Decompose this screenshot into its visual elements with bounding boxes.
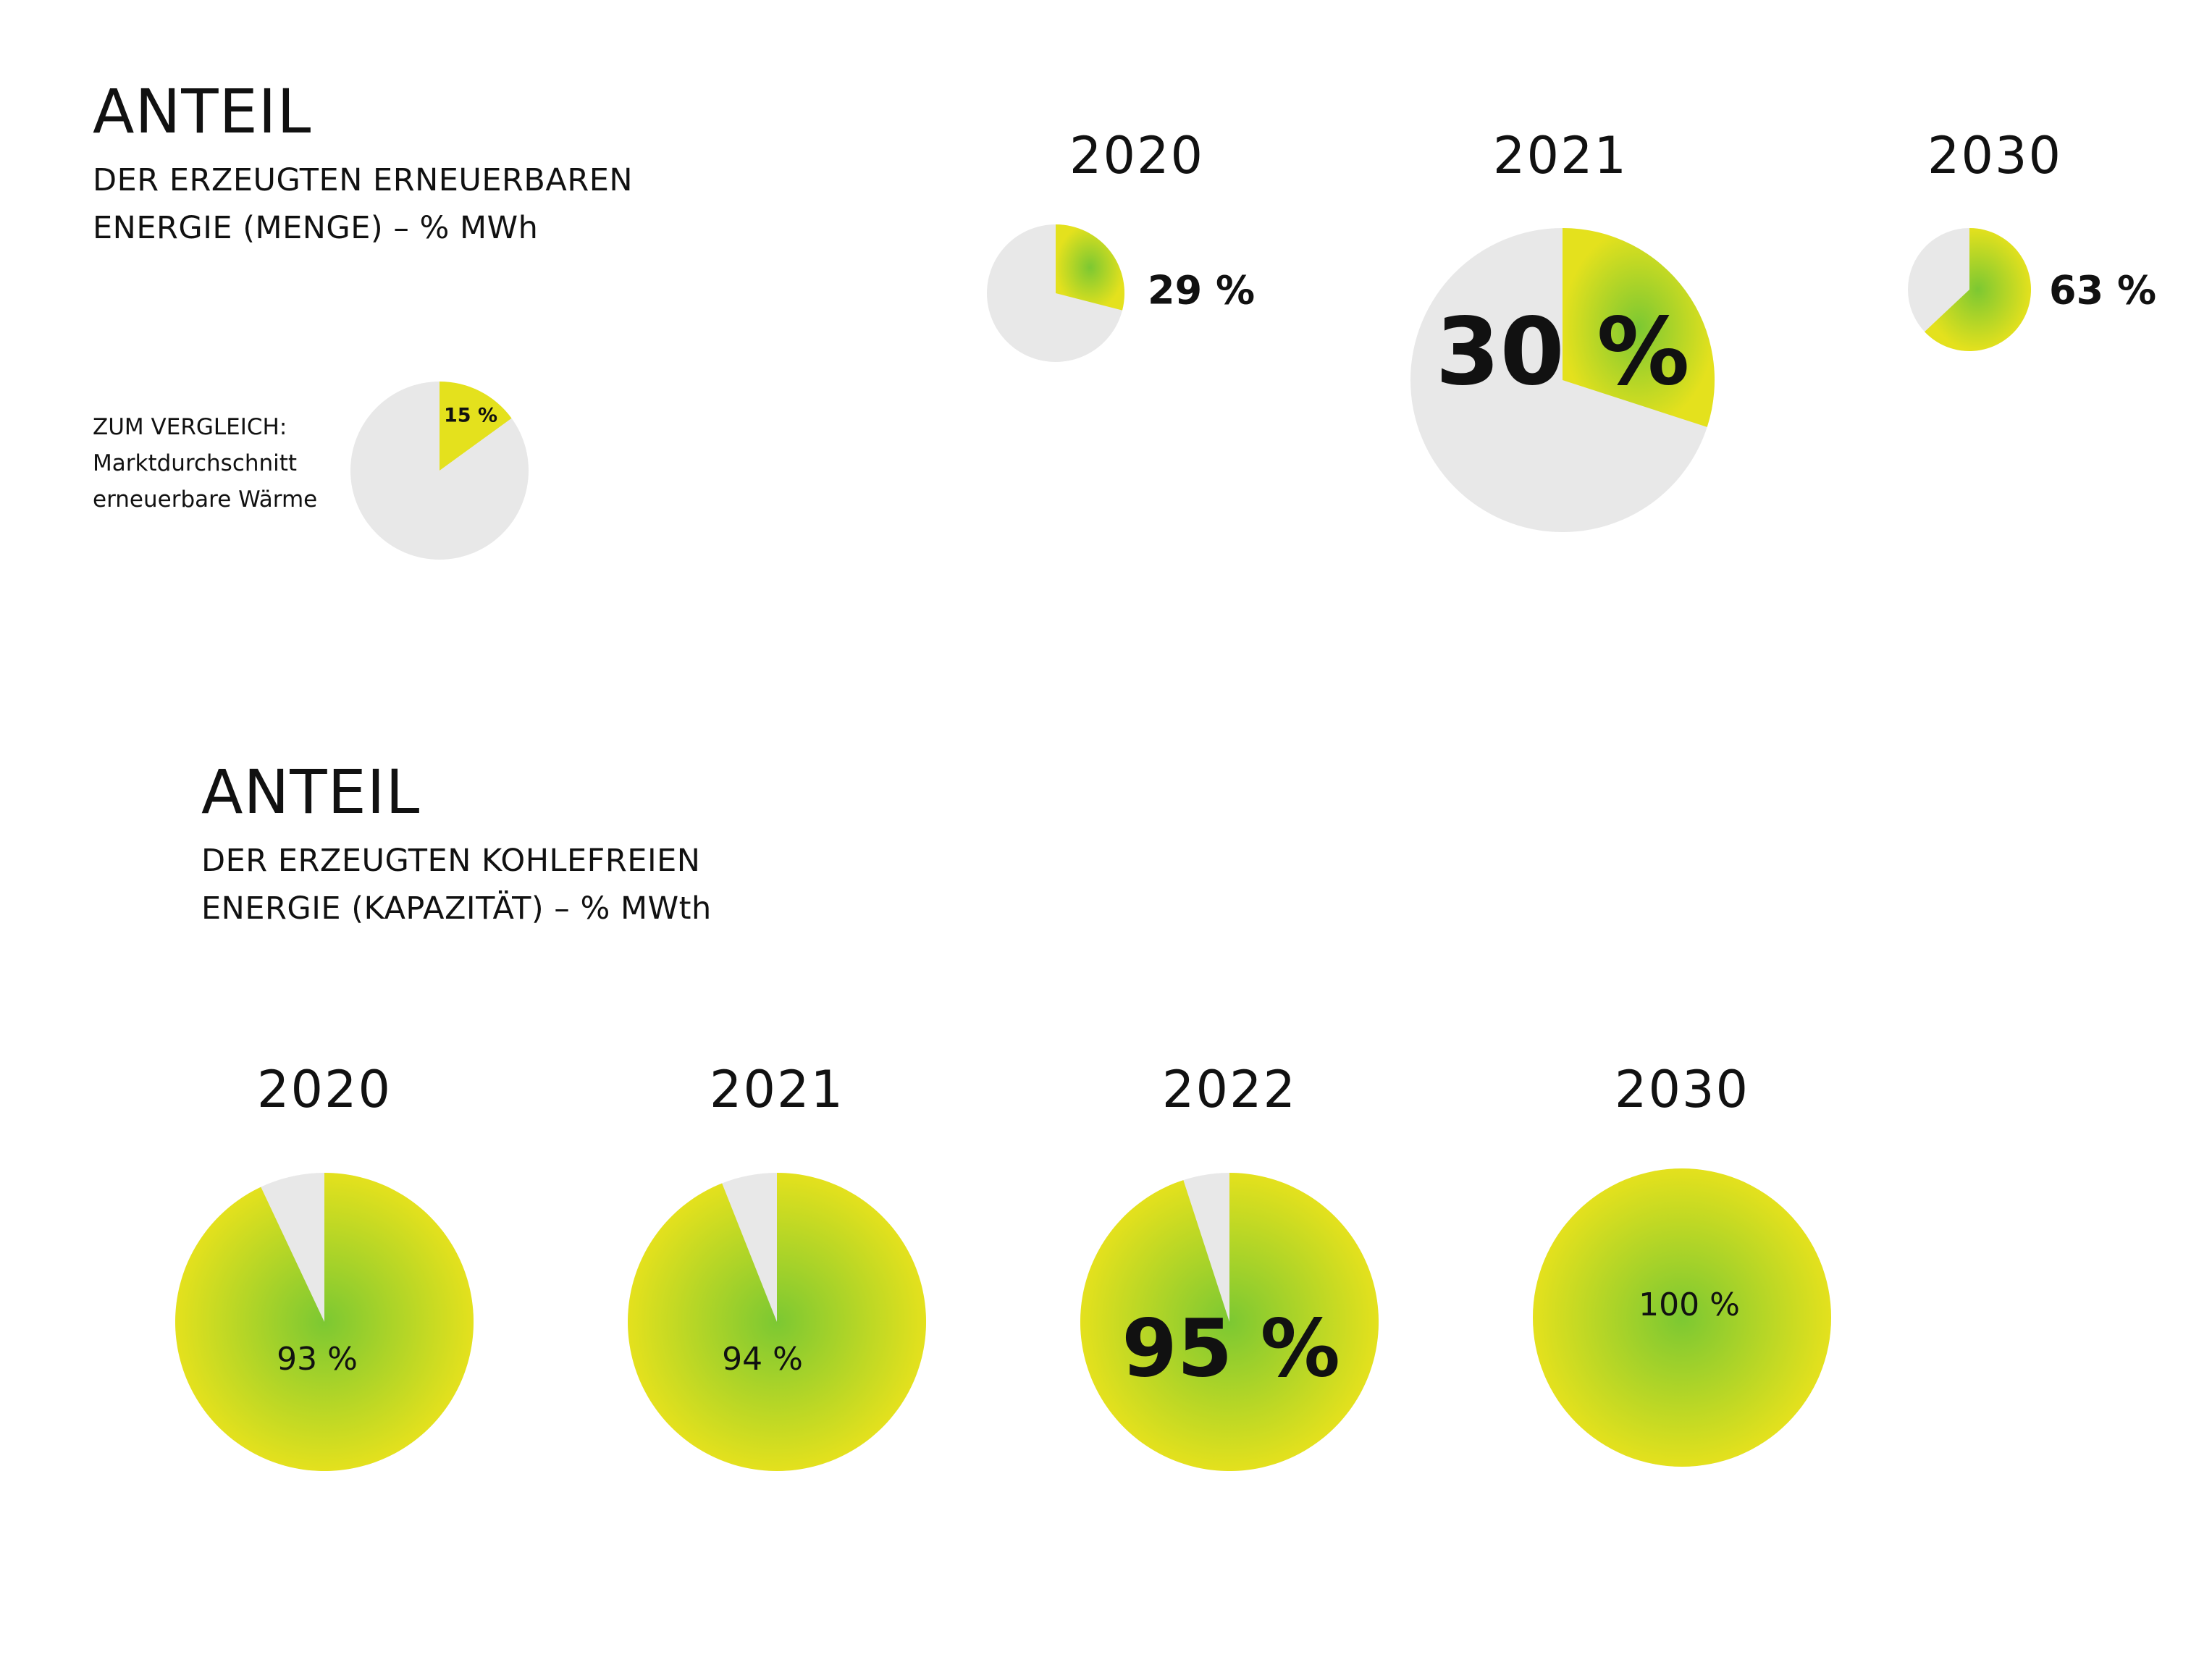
coalfree-year-2030: 2030 [1614, 1060, 1750, 1119]
renewable-value-2021: 30 % [1436, 298, 1690, 406]
coalfree-pie-2021-share-slice [628, 1173, 927, 1471]
comparison-note-line2: Marktdurchschnitt [93, 450, 298, 476]
renewable-pie-2030 [1908, 228, 2031, 351]
renewable-year-2020: 2020 [1069, 126, 1205, 185]
coalfree-pie-2020-share-slice [175, 1173, 474, 1471]
coalfree-year-2020: 2020 [256, 1060, 392, 1119]
coalfree-pie-2030 [1533, 1168, 1831, 1467]
renewable-year-2021: 2021 [1492, 126, 1628, 185]
coalfree-pie-2020 [175, 1173, 474, 1471]
comparison-note-line1: ZUM VERGLEICH: [93, 414, 287, 440]
renewable-pie-2020 [987, 224, 1125, 362]
coalfree-pie-2021 [628, 1173, 927, 1471]
coalfree-value-2021: 94 % [722, 1341, 803, 1378]
coalfree-pie-2022-share-slice [1080, 1173, 1379, 1471]
comparison-pie-share-slice [440, 382, 512, 471]
renewable-subtitle-line1: DER ERZEUGTEN ERNEUERBAREN [93, 162, 634, 198]
coalfree-title: ANTEIL [201, 757, 421, 827]
coalfree-year-2022: 2022 [1161, 1060, 1298, 1119]
comparison-value: 15 % [444, 405, 497, 427]
coalfree-subtitle-line2: ENERGIE (KAPAZITÄT) – % MWth [201, 890, 712, 927]
coalfree-year-2021: 2021 [709, 1060, 845, 1119]
renewable-pie-2021-share-slice [1563, 228, 1715, 427]
renewable-title: ANTEIL [93, 76, 312, 147]
comparison-pie [350, 382, 529, 560]
coalfree-pie-2030-share-slice [1533, 1168, 1831, 1467]
renewable-value-2020: 29 % [1148, 268, 1255, 313]
renewable-pie-2020-share-slice [1056, 224, 1125, 311]
coalfree-value-2022: 95 % [1122, 1302, 1340, 1394]
coalfree-pie-2022 [1080, 1173, 1379, 1471]
renewable-pie-2021 [1410, 228, 1715, 532]
renewable-value-2030: 63 % [2049, 268, 2156, 313]
coalfree-subtitle-line1: DER ERZEUGTEN KOHLEFREIEN [201, 843, 701, 879]
coalfree-value-2020: 93 % [277, 1341, 358, 1378]
coalfree-value-2030: 100 % [1639, 1286, 1740, 1323]
renewable-year-2030: 2030 [1927, 126, 2063, 185]
renewable-pie-2030-share-slice [1925, 228, 2031, 351]
comparison-note-line3: erneuerbare Wärme [93, 486, 318, 513]
renewable-subtitle-line2: ENERGIE (MENGE) – % MWh [93, 210, 539, 246]
